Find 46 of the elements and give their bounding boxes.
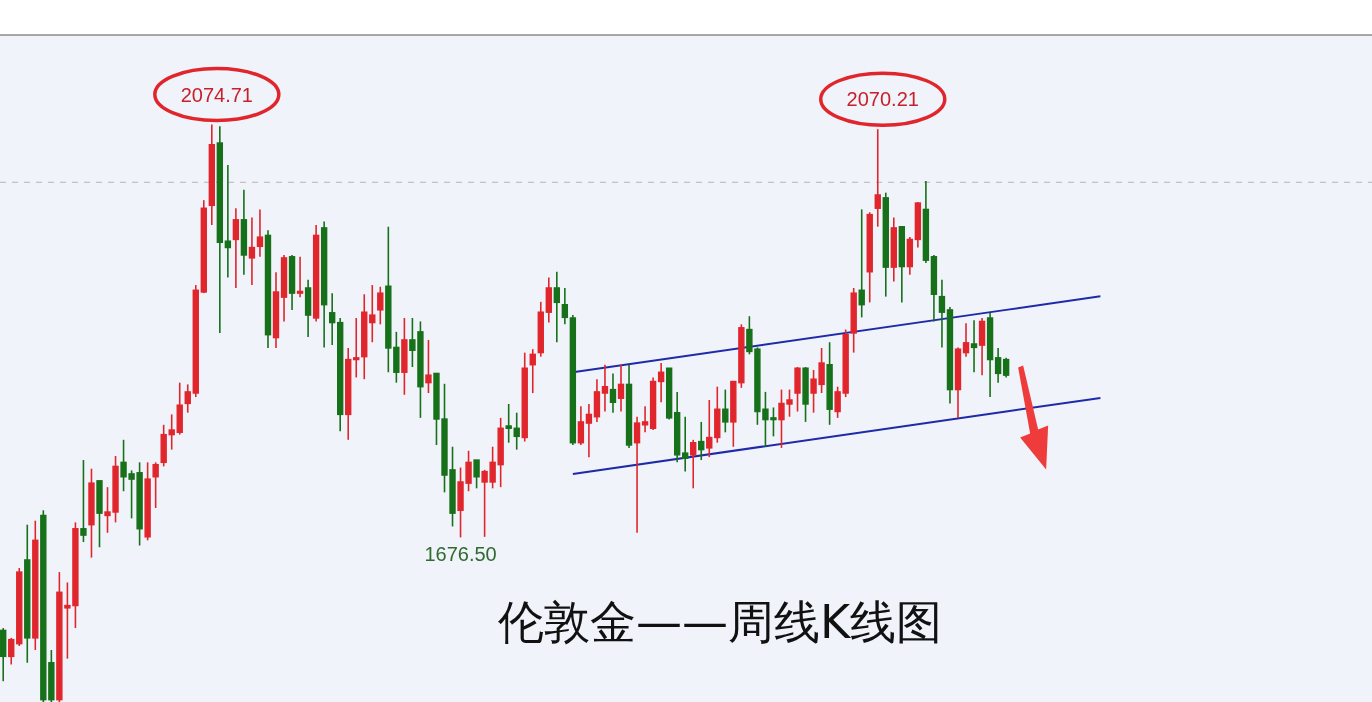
candlestick — [585, 403, 593, 458]
candlestick — [369, 284, 376, 344]
candlestick — [657, 362, 665, 404]
candlestick — [633, 415, 641, 534]
candlestick — [874, 128, 881, 228]
candlestick — [970, 319, 978, 374]
candlestick — [152, 461, 159, 509]
candlestick — [641, 405, 649, 434]
candlestick — [505, 403, 512, 444]
text: 伦敦金——周线K线图 — [497, 595, 943, 649]
candlestick — [682, 415, 689, 473]
candlestick — [698, 421, 705, 461]
candlestick — [296, 255, 304, 298]
candlestick — [722, 388, 729, 434]
candlestick — [706, 399, 713, 458]
candlestick — [377, 285, 384, 326]
candlestick — [224, 164, 232, 279]
candlestick — [1002, 357, 1010, 379]
candlestick — [248, 216, 256, 286]
candlestick — [328, 292, 336, 346]
candlestick — [858, 208, 865, 319]
candlestick — [353, 317, 360, 379]
candlestick — [513, 411, 520, 451]
annotation: 2074.71 — [180, 83, 253, 106]
candlestick — [978, 317, 986, 376]
candlestick — [938, 279, 946, 349]
candlestick — [232, 207, 240, 289]
candlestick — [601, 363, 609, 413]
candlestick — [609, 372, 617, 414]
candlestick — [577, 405, 585, 446]
candlestick — [994, 347, 1002, 384]
candlestick — [617, 363, 625, 413]
candlestick — [425, 339, 432, 394]
candlestick — [184, 383, 191, 414]
candlestick — [80, 459, 87, 543]
candlestick — [256, 208, 264, 258]
candlestick — [473, 459, 480, 490]
candlestick — [8, 637, 15, 666]
annotation: 1676.50 — [424, 543, 497, 566]
candlestick — [168, 413, 175, 451]
candlestick — [561, 287, 569, 326]
text: 2070.21 — [846, 88, 919, 111]
candlestick — [690, 439, 697, 490]
candlestick — [962, 322, 970, 358]
candlestick — [529, 348, 536, 394]
candlestick — [553, 270, 561, 344]
